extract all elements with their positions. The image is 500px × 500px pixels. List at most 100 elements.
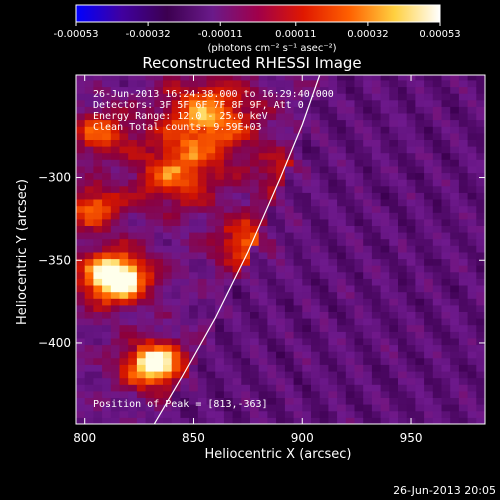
heatmap-cell: [171, 199, 181, 207]
heatmap-cell: [93, 351, 103, 359]
heatmap-cell: [189, 318, 199, 326]
heatmap-cell: [241, 159, 251, 167]
heatmap-cell: [102, 344, 112, 352]
heatmap-cell: [476, 344, 485, 352]
heatmap-cell: [145, 218, 155, 226]
heatmap-cell: [93, 225, 103, 233]
heatmap-cell: [389, 331, 399, 339]
heatmap-cell: [215, 331, 225, 339]
heatmap-cell: [119, 205, 129, 213]
heatmap-cell: [136, 126, 147, 134]
heatmap-cell: [145, 238, 155, 246]
heatmap-cell: [328, 318, 338, 326]
heatmap-cell: [432, 271, 442, 279]
heatmap-cell: [337, 417, 347, 424]
heatmap-cell: [215, 106, 225, 114]
heatmap-cell: [345, 324, 355, 332]
heatmap-cell: [119, 338, 129, 346]
heatmap-cell: [284, 344, 295, 352]
heatmap-cell: [328, 146, 338, 154]
heatmap-cell: [128, 199, 138, 207]
heatmap-cell: [319, 371, 329, 379]
heatmap-cell: [110, 212, 120, 220]
heatmap-cell: [276, 225, 286, 233]
heatmap-cell: [84, 212, 94, 220]
heatmap-cell: [206, 377, 216, 385]
heatmap-cell: [232, 212, 242, 220]
heatmap-cell: [76, 298, 86, 306]
heatmap-cell: [154, 166, 164, 174]
heatmap-cell: [206, 410, 216, 418]
heatmap-cell: [424, 205, 434, 213]
heatmap-cell: [311, 404, 321, 412]
heatmap-cell: [476, 212, 485, 220]
heatmap-cell: [363, 99, 373, 107]
heatmap-cell: [102, 258, 112, 266]
heatmap-cell: [232, 199, 242, 207]
heatmap-cell: [424, 397, 434, 405]
heatmap-cell: [415, 265, 425, 273]
heatmap-cell: [302, 166, 312, 174]
heatmap-cell: [284, 331, 295, 339]
heatmap-cell: [232, 311, 242, 319]
heatmap-cell: [398, 172, 408, 180]
heatmap-cell: [276, 75, 286, 81]
heatmap-cell: [223, 271, 234, 279]
heatmap-cell: [371, 311, 382, 319]
heatmap-cell: [154, 139, 164, 147]
heatmap-cell: [76, 106, 86, 114]
heatmap-cell: [102, 166, 112, 174]
heatmap-cell: [189, 377, 199, 385]
heatmap-cell: [354, 225, 364, 233]
heatmap-cell: [415, 86, 425, 94]
heatmap-cell: [467, 199, 477, 207]
heatmap-cell: [189, 357, 199, 365]
heatmap-cell: [398, 232, 408, 240]
heatmap-cell: [189, 212, 199, 220]
heatmap-cell: [145, 338, 155, 346]
heatmap-cell: [258, 126, 268, 134]
heatmap-cell: [223, 278, 234, 286]
heatmap-cell: [389, 113, 399, 121]
heatmap-cell: [406, 265, 416, 273]
heatmap-cell: [311, 245, 321, 253]
heatmap-cell: [293, 212, 303, 220]
heatmap-cell: [389, 404, 399, 412]
heatmap-cell: [424, 278, 434, 286]
heatmap-cell: [354, 238, 364, 246]
heatmap-cell: [163, 192, 173, 200]
heatmap-cell: [389, 205, 399, 213]
heatmap-cell: [441, 139, 451, 147]
heatmap-cell: [424, 324, 434, 332]
heatmap-cell: [337, 232, 347, 240]
heatmap-cell: [424, 86, 434, 94]
heatmap-cell: [250, 258, 260, 266]
heatmap-cell: [311, 179, 321, 187]
heatmap-cell: [389, 298, 399, 306]
heatmap-cell: [467, 119, 477, 127]
heatmap-cell: [458, 205, 469, 213]
heatmap-cell: [354, 271, 364, 279]
heatmap-cell: [380, 410, 390, 418]
heatmap-cell: [102, 179, 112, 187]
heatmap-cell: [206, 265, 216, 273]
heatmap-cell: [136, 80, 147, 88]
heatmap-cell: [276, 245, 286, 253]
heatmap-cell: [458, 126, 469, 134]
heatmap-cell: [276, 377, 286, 385]
heatmap-cell: [363, 106, 373, 114]
heatmap-cell: [250, 106, 260, 114]
heatmap-cell: [250, 397, 260, 405]
heatmap-cell: [337, 119, 347, 127]
heatmap-cell: [110, 99, 120, 107]
heatmap-cell: [136, 351, 147, 359]
heatmap-cell: [215, 225, 225, 233]
heatmap-cell: [258, 364, 268, 372]
heatmap-cell: [458, 397, 469, 405]
heatmap-cell: [328, 371, 338, 379]
heatmap-cell: [84, 410, 94, 418]
heatmap-cell: [215, 397, 225, 405]
heatmap-cell: [337, 205, 347, 213]
heatmap-cell: [250, 404, 260, 412]
heatmap-cell: [84, 258, 94, 266]
